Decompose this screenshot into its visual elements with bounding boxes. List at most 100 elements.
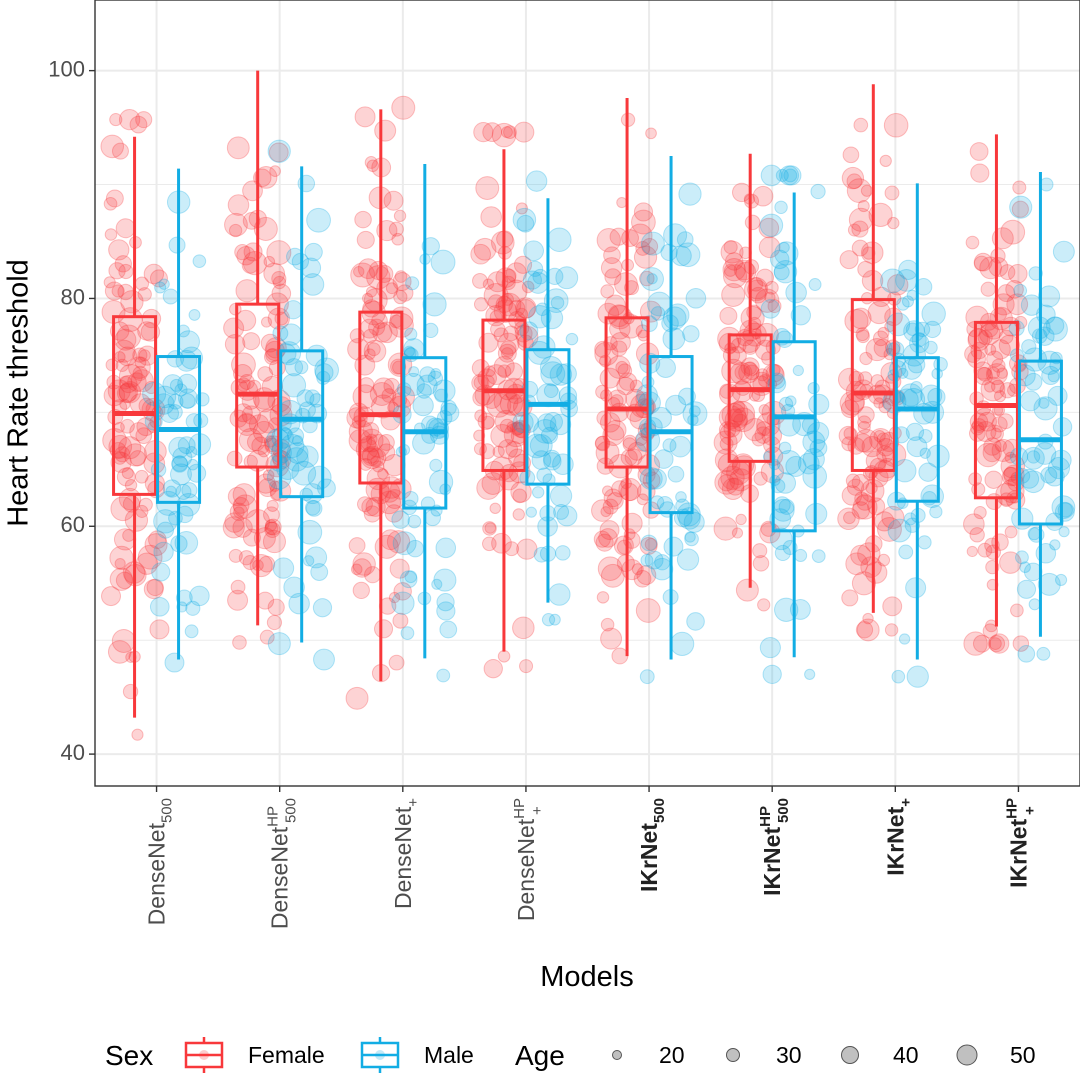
jitter-point <box>646 273 658 285</box>
jitter-point <box>759 522 781 544</box>
jitter-point <box>223 317 245 339</box>
jitter-point <box>990 339 1011 360</box>
jitter-point <box>881 505 905 529</box>
jitter-point <box>596 410 612 426</box>
jitter-point <box>103 276 116 289</box>
jitter-point <box>730 337 747 354</box>
jitter-point <box>527 272 550 294</box>
jitter-point <box>887 274 909 296</box>
jitter-point <box>964 345 983 363</box>
jitter-point <box>361 446 379 464</box>
jitter-point <box>720 465 745 490</box>
jitter-point <box>385 282 398 295</box>
jitter-point <box>933 357 948 372</box>
jitter-point <box>497 343 517 363</box>
jitter-point <box>752 543 768 559</box>
jitter-point <box>439 620 458 639</box>
jitter-point <box>910 381 923 394</box>
jitter-point <box>600 506 612 518</box>
jitter-point <box>660 243 678 262</box>
jitter-point <box>497 439 519 460</box>
jitter-point <box>837 507 860 531</box>
jitter-point <box>242 555 258 571</box>
x-axis-title: Models <box>540 961 634 993</box>
jitter-point <box>991 438 1015 463</box>
jitter-point <box>232 517 253 538</box>
jitter-point <box>108 262 126 280</box>
jitter-point <box>598 528 618 548</box>
jitter-point <box>633 569 652 588</box>
legend: Sex Age Female Male 20 30 40 50 <box>105 1037 1036 1073</box>
jitter-point <box>784 395 797 408</box>
jitter-point <box>542 449 561 468</box>
jitter-point <box>758 404 770 416</box>
jitter-point <box>596 591 610 604</box>
jitter-point <box>476 476 501 500</box>
jitter-point <box>107 640 132 664</box>
jitter-point <box>880 268 905 294</box>
jitter-point <box>965 235 980 250</box>
jitter-point <box>844 308 869 334</box>
jitter-point <box>597 556 623 582</box>
jitter-point <box>393 289 408 305</box>
jitter-point <box>115 571 134 590</box>
y-tick-label: 80 <box>61 284 85 309</box>
x-tick-label: DenseNet+ <box>390 798 422 909</box>
jitter-point <box>991 358 1006 373</box>
jitter-point <box>851 239 869 257</box>
jitter-point <box>229 502 249 521</box>
jitter-point <box>811 549 826 564</box>
jitter-point <box>313 648 335 671</box>
jitter-point <box>171 455 189 473</box>
jitter-point <box>497 650 511 663</box>
jitter-point <box>857 420 871 434</box>
jitter-point <box>187 458 199 471</box>
jitter-point <box>231 352 256 378</box>
jitter-point <box>168 510 183 526</box>
jitter-point <box>257 366 274 382</box>
jitter-point <box>738 361 760 384</box>
jitter-point <box>118 363 143 388</box>
jitter-point <box>499 418 515 434</box>
jitter-point <box>730 407 756 433</box>
jitter-point <box>391 510 410 529</box>
jitter-point <box>118 263 134 280</box>
jitter-point <box>999 551 1022 574</box>
jitter-point <box>982 623 998 639</box>
x-tick-label: IKrNet500 <box>636 798 668 892</box>
jitter-point <box>392 612 409 629</box>
jitter-point <box>352 581 370 600</box>
jitter-point <box>350 563 363 576</box>
jitter-point <box>635 598 661 623</box>
jitter-point <box>354 106 376 128</box>
jitter-point <box>389 558 410 579</box>
jitter-point <box>722 346 741 364</box>
jitter-point <box>629 379 643 393</box>
jitter-point <box>713 516 738 541</box>
jitter-point <box>854 491 869 506</box>
jitter-point <box>233 506 245 519</box>
jitter-point <box>504 362 524 381</box>
jitter-point <box>853 433 873 453</box>
jitter-point <box>785 281 807 304</box>
jitter-point <box>1043 316 1068 342</box>
jitter-point <box>403 347 419 363</box>
jitter-point <box>1016 579 1037 599</box>
jitter-point <box>305 546 328 569</box>
jitter-point <box>269 165 281 178</box>
jitter-point <box>515 202 528 215</box>
jitter-point <box>975 442 1001 468</box>
jitter-point <box>497 332 520 355</box>
jitter-point <box>264 521 281 538</box>
jitter-point <box>246 432 266 452</box>
jitter-point <box>841 485 863 506</box>
legend-key-point <box>199 1050 209 1060</box>
jitter-point <box>1052 240 1075 263</box>
jitter-point <box>354 210 372 229</box>
jitter-point <box>482 278 495 290</box>
jitter-point <box>676 548 700 571</box>
jitter-point <box>721 477 745 501</box>
jitter-point <box>1051 495 1076 520</box>
jitter-point <box>368 318 386 336</box>
jitter-point <box>129 450 146 467</box>
